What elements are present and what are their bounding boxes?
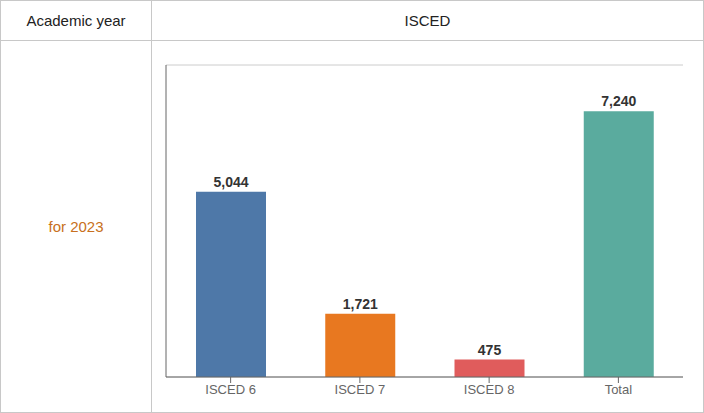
svg-text:ISCED 6: ISCED 6 — [205, 382, 256, 397]
svg-text:Total: Total — [605, 382, 633, 397]
svg-text:ISCED 8: ISCED 8 — [464, 382, 515, 397]
svg-text:5,044: 5,044 — [213, 174, 248, 190]
svg-text:ISCED 7: ISCED 7 — [335, 382, 386, 397]
svg-text:1,721: 1,721 — [343, 296, 378, 312]
svg-text:475: 475 — [478, 342, 502, 358]
html-text:for 2023: for 2023 — [48, 218, 104, 235]
html-text:ISCED: ISCED — [404, 12, 451, 29]
html-text:Academic year: Academic year — [26, 12, 126, 29]
svg-text:7,240: 7,240 — [601, 93, 636, 109]
